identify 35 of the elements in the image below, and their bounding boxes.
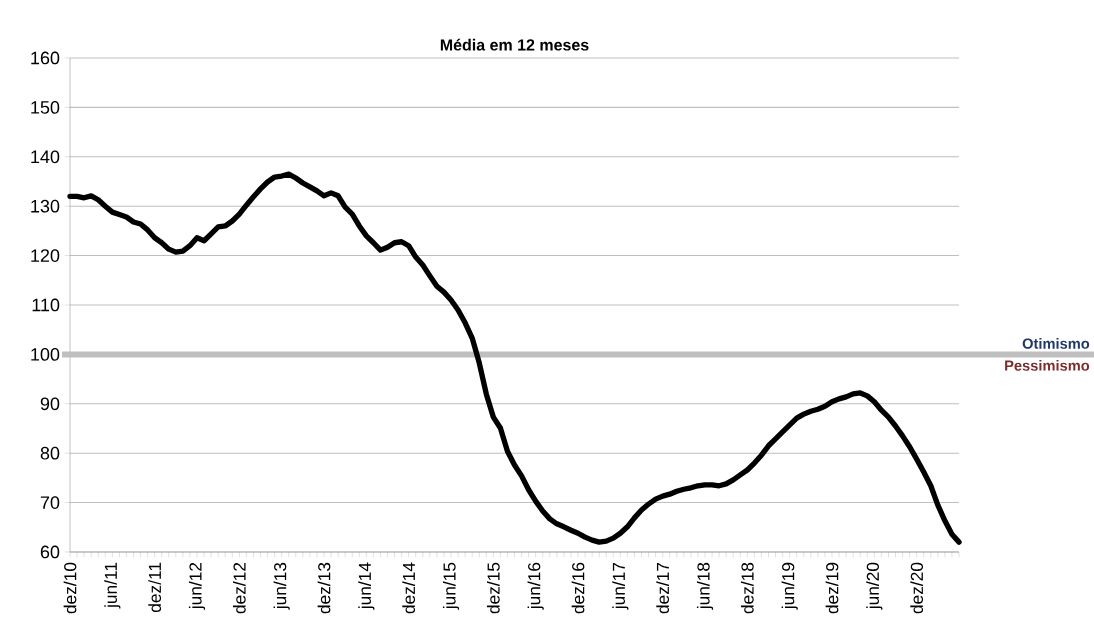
y-tick-label: 140	[31, 150, 60, 164]
y-tick-label: 150	[31, 101, 60, 114]
y-tick-label: 120	[31, 249, 60, 262]
x-tick-label: dez/11	[148, 562, 162, 613]
x-tick-label: jun/16	[527, 562, 544, 610]
text: Pessimismo	[1005, 359, 1090, 371]
x-tick-label: dez/17	[656, 562, 670, 614]
x-tick-label: dez/12	[232, 562, 246, 614]
x-tick-label: jun/13	[273, 562, 290, 610]
x-tick-label: jun/12	[188, 562, 206, 610]
x-tick-label: jun/15	[442, 562, 460, 610]
x-tick-label: dez/20	[910, 562, 924, 614]
chart-title: Média em 12 meses	[440, 38, 589, 51]
y-tick-label: 80	[40, 446, 60, 460]
y-tick-label: 60	[40, 545, 60, 559]
y-tick-label: 100	[31, 348, 60, 361]
x-tick-label: jun/14	[358, 562, 375, 610]
y-tick-label: 90	[40, 397, 60, 411]
y-tick-label: 110	[32, 298, 60, 312]
x-tick-label: jun/18	[696, 562, 714, 610]
x-tick-label: dez/19	[825, 562, 839, 614]
x-tick-label: dez/14	[402, 562, 416, 614]
x-tick-label: dez/15	[486, 562, 500, 614]
x-tick-label: jun/17	[612, 562, 629, 610]
x-tick-label: dez/10	[63, 562, 77, 614]
x-tick-label: dez/18	[740, 562, 754, 614]
x-tick-label: jun/19	[781, 562, 798, 610]
y-tick-label: 130	[31, 199, 60, 213]
text: Otimismo	[1022, 338, 1090, 349]
x-tick-label: dez/13	[317, 562, 331, 614]
x-tick-label: dez/16	[571, 562, 585, 614]
y-tick-label: 70	[40, 496, 60, 509]
y-tick-label: 160	[31, 51, 60, 65]
x-tick-label: jun/20	[866, 562, 883, 610]
x-tick-label: jun/11	[104, 562, 121, 609]
